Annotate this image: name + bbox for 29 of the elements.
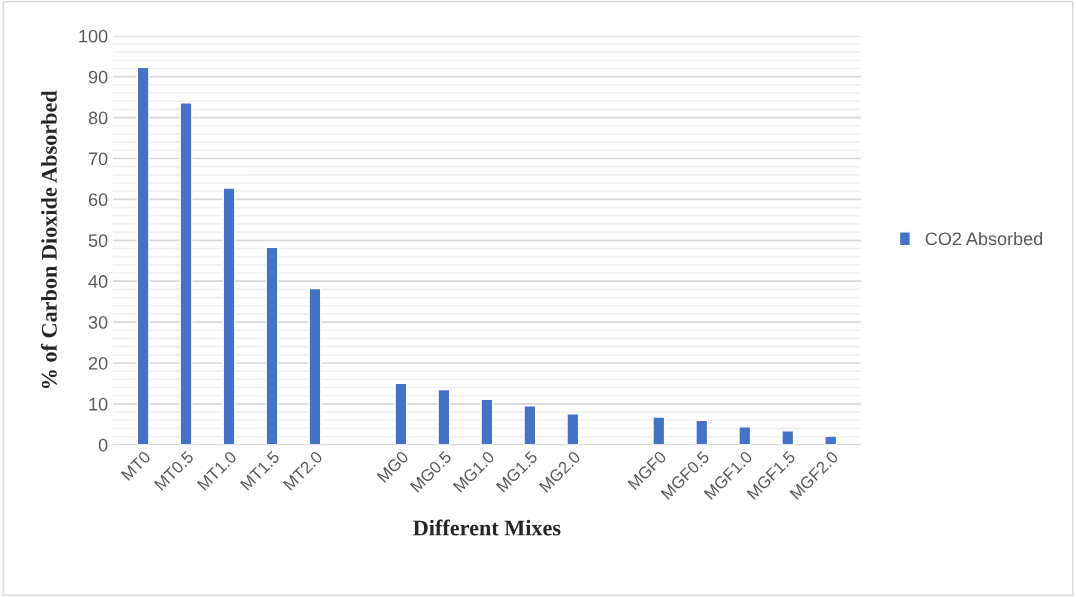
bar: [523, 405, 537, 445]
y-tick-label: 80: [88, 111, 108, 125]
bar: [824, 435, 838, 445]
y-tick-label: 60: [88, 193, 108, 207]
y-tick-label: 10: [89, 397, 108, 411]
bar: [566, 412, 580, 445]
y-tick-label: 100: [79, 29, 108, 43]
bar: [136, 66, 150, 445]
bar: [781, 430, 795, 445]
y-axis-title: % of Carbon Dioxide Absorbed: [40, 90, 57, 389]
bar: [437, 388, 451, 445]
bar: [222, 187, 236, 445]
legend-label: CO2 Absorbed: [925, 231, 1043, 246]
y-tick-label: 40: [88, 275, 108, 288]
y-tick-label: 70: [88, 152, 108, 166]
bar: [308, 287, 322, 445]
bar: [480, 398, 494, 445]
bar: [652, 416, 666, 445]
y-tick-label: 30: [88, 316, 108, 329]
bar: [738, 426, 752, 445]
y-tick-label: 0: [98, 438, 108, 452]
bar: [179, 102, 193, 445]
bar: [695, 419, 709, 445]
y-tick-label: 90: [88, 70, 108, 84]
y-tick-label: 50: [88, 234, 108, 248]
y-tick-label: 20: [88, 356, 108, 370]
x-axis-title: Different Mixes: [413, 519, 561, 536]
bar: [394, 382, 408, 445]
bar: [265, 246, 279, 445]
